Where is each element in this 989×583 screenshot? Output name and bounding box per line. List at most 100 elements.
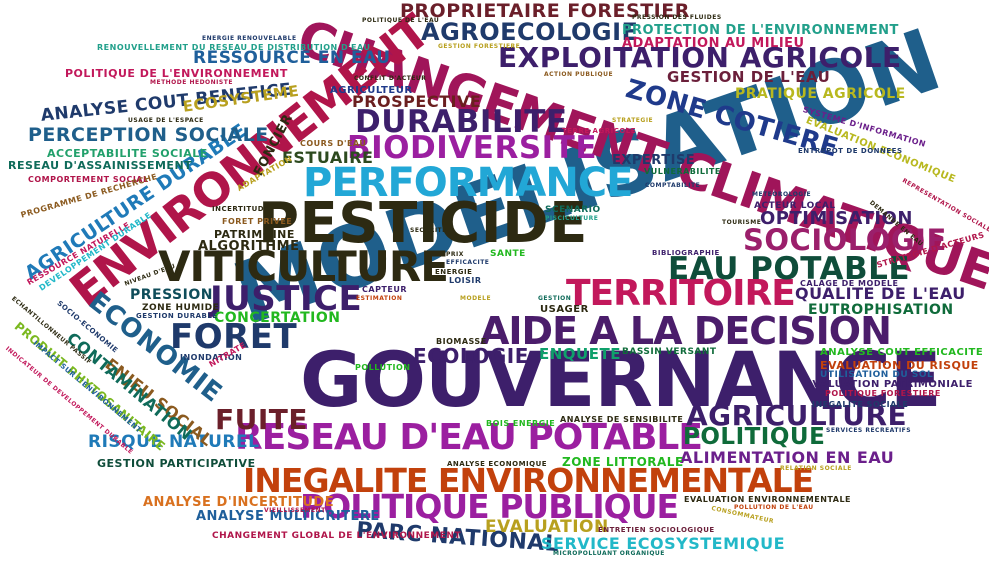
word-pression-fluides: PRESSION DES FLUIDES [632, 14, 722, 21]
word-politique-forestiere: POLITIQUE FORESTIERE [825, 389, 941, 398]
word-agroecologie: AGROECOLOGIE [421, 18, 639, 46]
word-entrepot-donnees: ENTREPOT DE DONNEES [798, 147, 903, 155]
word-expertise: EXPERTISE [612, 153, 696, 168]
word-gestion-forestiere: GESTION FORESTIERE [438, 43, 521, 50]
word-relation-sociale: RELATION SOCIALE [780, 465, 852, 472]
word-risque-naturel: RISQUE NATUREL [88, 432, 260, 452]
word-gouvernance: GOUVERNANCE [300, 335, 942, 424]
word-justice: JUSTICE [210, 279, 363, 319]
word-gestion-durable: GESTION DURABLE [136, 312, 218, 320]
word-exploitation-agricole: EXPLOITATION AGRICOLE [498, 41, 902, 74]
word-eau-potable: EAU POTABLE [668, 251, 911, 287]
word-prospective: PROSPECTIVE [352, 92, 482, 111]
word-ecologie: ECOLOGIE [413, 344, 529, 368]
word-gestion-de-leau: GESTION DE L'EAU [667, 68, 831, 86]
word-efficacite: EFFICACITE [446, 259, 490, 266]
word-viticulture: VITICULTURE [158, 242, 449, 291]
word-gestion-participative: GESTION PARTICIPATIVE [97, 457, 256, 470]
word-methode-hedoniste: METHODE HEDONISTE [150, 79, 233, 86]
word-protection-environnement: PROTECTION DE L'ENVIRONNEMENT [622, 23, 899, 38]
word-capteur: CAPTEUR [362, 285, 408, 294]
word-calage-modele: CALAGE DE MODELE [800, 279, 899, 288]
word-agriculteur: AGRICULTEUR [330, 85, 413, 96]
word-zone-humide: ZONE HUMIDE [142, 303, 220, 313]
word-bassin-versant: BASSIN VERSANT [622, 347, 717, 357]
word-pesticide: PESTICIDE [258, 191, 588, 256]
word-biomasse: BIOMASSE [436, 337, 487, 346]
word-analyse-economique: ANALYSE ECONOMIQUE [447, 460, 548, 468]
word-perception-sociale: PERCEPTION SOCIALE [28, 124, 269, 146]
word-performance: PERFORMANCE [303, 160, 633, 206]
word-analyse-cout-efficacite: ANALYSE COUT EFFICACITE [820, 347, 984, 358]
word-action-publique: ACTION PUBLIQUE [544, 71, 614, 78]
word-alimentation-en-eau: ALIMENTATION EN EAU [680, 448, 895, 467]
word-ressource-en-eau: RESSOURCE EN EAU [193, 48, 391, 68]
word-inegalite-sociale: INEGALITE SOCIALE [812, 400, 909, 409]
word-meteorologie: METEOROLOGIE [752, 191, 812, 198]
word-micropolluant-organique: MICROPOLLUANT ORGANIQUE [553, 550, 665, 557]
word-concertation: CONCERTATION [214, 310, 341, 326]
word-cours-eau: COURS D'EAU [300, 139, 367, 148]
word-estuaire: ESTUAIRE [282, 148, 374, 167]
word-pratique-agricole: PRATIQUE AGRICOLE [735, 86, 906, 102]
word-aide-a-la-decision: AIDE A LA DECISION [480, 309, 892, 353]
word-acteur-local: ACTEUR LOCAL [754, 201, 836, 211]
word-foret: FORET [170, 317, 298, 357]
word-eutrophisation: EUTROPHISATION [808, 302, 954, 318]
word-politique-environnement: POLITIQUE DE L'ENVIRONNEMENT [65, 67, 288, 80]
word-scenario: SCENARIO [545, 205, 601, 215]
word-sante: SANTE [490, 249, 526, 259]
word-pisciculture: PISCICULTURE [545, 215, 599, 222]
word-analyse-incertitude: ANALYSE D'INCERTITUDE [143, 495, 335, 510]
word-bois-energie: BOIS ENERGIE [486, 419, 556, 428]
word-evaluation-environnementale: EVALUATION ENVIRONNEMENTALE [684, 495, 852, 504]
word-optimisation: OPTIMISATION [760, 208, 913, 229]
word-gestion: GESTION [538, 295, 572, 302]
word-comportement-social: COMPORTEMENT SOCIAL [28, 175, 149, 184]
word-enquete: ENQUETE [539, 345, 621, 363]
word-analyse-sensibilite: ANALYSE DE SENSIBILITE [560, 415, 684, 424]
word-services-recreatifs: SERVICES RECREATIFS [826, 427, 912, 434]
word-evaluation-du-risque: EVALUATION DU RISQUE [820, 359, 979, 372]
word-entretien-sociologique: ENTRETIEN SOCIOLOGIQUE [598, 526, 715, 534]
word-biodiversite: BIODIVERSITE [347, 130, 598, 166]
word-fuite: FUITE [215, 403, 309, 436]
word-energie-renouvelable: ENERGIE RENOUVELABLE [202, 35, 297, 42]
word-agriculture: AGRICULTURE [686, 399, 908, 432]
word-prix: PRIX [446, 251, 464, 258]
word-incertitude: INCERTITUDE [212, 205, 270, 213]
word-qualite-de-leau: QUALITE DE L'EAU [795, 284, 966, 303]
word-vulnerabilite: VULNERABILITE [644, 167, 721, 176]
word-politique: POLITIQUE [683, 424, 826, 450]
word-proprietaire-forestier: PROPRIETAIRE FORESTIER [400, 0, 690, 22]
word-reseau-eau-potable: RESEAU D'EAU POTABLE [235, 417, 703, 458]
word-pression: PRESSION [130, 287, 213, 303]
word-politique-publique: POLITIQUE PUBLIQUE [300, 487, 679, 526]
word-bibliographie: BIBLIOGRAPHIE [652, 249, 720, 257]
word-changement-global: CHANGEMENT GLOBAL DE L'ENVIRONNEMENT [212, 531, 462, 541]
word-reseau-assainissement: RESEAU D'ASSAINISSEMENT [8, 159, 193, 172]
word-modele: MODELE [460, 295, 492, 302]
word-patrimoine: PATRIMOINE [214, 228, 295, 241]
word-sociologie: SOCIOLOGIE [743, 223, 947, 257]
word-renouvellement-reseau: RENOUVELLEMENT DU RESEAU DE DISTRIBUTION… [97, 43, 371, 52]
word-durabilite: DURABILITE [355, 104, 568, 140]
word-usager: USAGER [540, 304, 589, 315]
word-utilisation-sol: UTILISATION DU SOL [820, 370, 934, 380]
word-adaptation-au-milieu: ADAPTATION AU MILIEU [622, 36, 805, 51]
word-pollution-eau: POLLUTION DE L'EAU [734, 504, 814, 511]
word-zone-littorale: ZONE LITTORALE [562, 455, 684, 469]
word-evaluation-patrimoniale: EVALUATION PATRIMONIALE [805, 379, 973, 390]
word-vieillissement: VIEILLISSEMENT [264, 507, 326, 514]
word-politique-eau: POLITIQUE DE L'EAU [362, 17, 440, 24]
word-algorithme: ALGORITHME [198, 239, 300, 254]
word-foret-privee: FORET PRIVEE [222, 217, 293, 226]
word-comptabilite: COMPTABILITE [645, 182, 701, 189]
word-inegalite-environnementale: INEGALITE ENVIRONNEMENTALE [243, 461, 814, 500]
word-securite: SECURITE [410, 227, 447, 234]
word-evaluation: EVALUATION [485, 517, 609, 537]
word-service-ecosystemique: SERVICE ECOSYSTEMIQUE [541, 534, 785, 553]
word-loisir: LOISIR [449, 276, 482, 285]
word-pollution: POLLUTION [355, 363, 411, 372]
word-estimation: ESTIMATION [356, 295, 403, 302]
